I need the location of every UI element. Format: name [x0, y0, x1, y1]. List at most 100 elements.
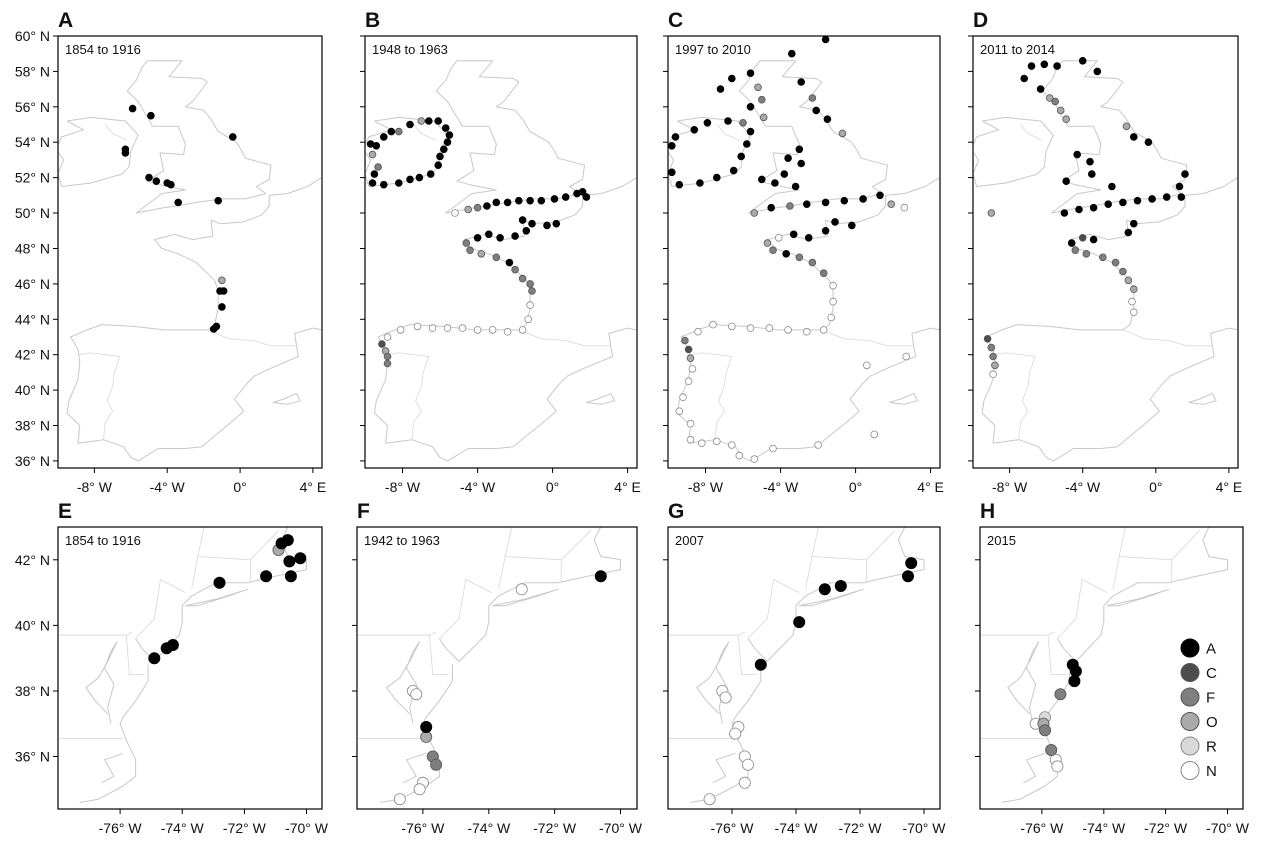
record-point-f [1051, 97, 1059, 106]
record-point-a [787, 49, 796, 58]
period-label: 2015 [987, 533, 1016, 548]
boundary-segment [505, 530, 592, 561]
record-point-a [696, 179, 704, 187]
record-point-a [522, 227, 531, 235]
map-panel-f: F 1942 to 1963 -76° W -74° W -72° W -70° W [352, 500, 643, 836]
record-point-n [727, 322, 736, 331]
record-point-a [152, 177, 161, 186]
record-point-n [451, 209, 459, 217]
record-point-a [503, 198, 512, 207]
coastline-segment [269, 177, 322, 196]
record-point-n [1130, 308, 1138, 317]
record-point-n [443, 324, 452, 332]
record-point-f [383, 352, 392, 361]
record-point-a [797, 78, 805, 86]
legend-label: C [1206, 665, 1217, 682]
record-point-a [1130, 219, 1138, 228]
record-point-a [1130, 133, 1138, 141]
record-point-a [746, 127, 755, 136]
record-point-n [526, 301, 534, 309]
record-point-c [1078, 234, 1087, 242]
record-point-f [394, 127, 403, 136]
record-point-o [1046, 94, 1054, 102]
record-point-n [458, 324, 467, 332]
record-point-a [729, 166, 738, 175]
record-point-a [281, 534, 294, 547]
coastline-segment [66, 220, 322, 462]
coastline-segment [402, 752, 427, 784]
record-point-n [814, 441, 822, 449]
record-point-n [827, 313, 835, 322]
record-point-o [1130, 285, 1138, 294]
lon-tick-label: 0° [546, 479, 559, 495]
legend-swatch-n [1180, 761, 1200, 780]
record-point-n [870, 430, 879, 439]
record-point-a [1086, 157, 1094, 166]
boundary-segment [439, 578, 493, 639]
map-area [973, 56, 1238, 462]
map-area [980, 527, 1228, 803]
boundary-segment [135, 578, 186, 639]
boundary-lines [688, 124, 914, 440]
lon-tick-label: -70° W [903, 820, 947, 836]
record-point-n [515, 583, 528, 596]
coastline-segment [668, 116, 751, 187]
record-point-n [524, 315, 532, 324]
coastline [690, 527, 925, 803]
record-point-a [1162, 193, 1171, 201]
record-point-a [1144, 138, 1153, 147]
record-point-o [477, 250, 486, 258]
record-point-f [1039, 724, 1052, 737]
lon-tick-label: -72° W [1144, 820, 1188, 836]
boundary-segment [1122, 329, 1213, 347]
record-point-a [746, 103, 755, 111]
record-point-o [987, 209, 996, 217]
lon-tick-label: -72° W [223, 820, 267, 836]
lon-tick-label: -70° W [1206, 820, 1250, 836]
record-point-a [213, 576, 226, 589]
coastline-segment [885, 177, 940, 196]
record-point-a [1036, 85, 1045, 93]
record-point-a [703, 119, 712, 127]
map-panel-c: C 1997 to 2010 -8° W -4° W 0° 4° E [663, 9, 944, 495]
record-point-f [511, 265, 519, 274]
record-point-a [167, 180, 175, 189]
record-point-n [774, 234, 783, 242]
boundary-segment [980, 631, 1055, 636]
map-panel-b: B 1948 to 1963 -8° W -4° W 0° 4° E [360, 9, 641, 495]
record-point-a [229, 133, 237, 141]
map-area [58, 60, 322, 462]
map-frame [979, 526, 1244, 810]
map-panels: A 1854 to 1916 60° N 58° N 56° N 54° N 52° N 50… [15, 9, 1250, 836]
record-point-a [160, 642, 173, 655]
record-point-a [420, 721, 433, 734]
record-point-a [902, 570, 915, 583]
record-point-a [823, 115, 832, 123]
coastline-segment [582, 177, 637, 196]
coastline-segment [58, 116, 139, 187]
record-point-o [887, 200, 895, 209]
coastline-segment [696, 641, 730, 724]
lat-tick-label: 38° N [15, 683, 50, 699]
record-point-a [514, 196, 523, 205]
record-point-a [561, 193, 570, 201]
boundary-lines [993, 124, 1213, 440]
lon-tick-label: -76° W [711, 820, 755, 836]
boundary-segment [993, 352, 1036, 440]
record-point-f [1054, 688, 1067, 701]
record-point-a [518, 216, 527, 224]
map-panel-g: G 2007 -76° W -74° W -72° W -70° W [663, 500, 947, 836]
record-point-a [675, 180, 684, 189]
record-point-a [771, 179, 779, 187]
record-point-a [831, 218, 839, 226]
record-point-n [719, 691, 732, 704]
boundary-lines [385, 124, 611, 440]
coastline-segment [889, 393, 918, 405]
record-point-n [769, 444, 777, 453]
record-point-n [738, 776, 751, 789]
map-area [668, 36, 940, 463]
boundary-segment [385, 352, 430, 440]
lon-tick-label: -76° W [99, 820, 143, 836]
record-point-a [445, 131, 454, 139]
record-point-n [765, 324, 774, 332]
